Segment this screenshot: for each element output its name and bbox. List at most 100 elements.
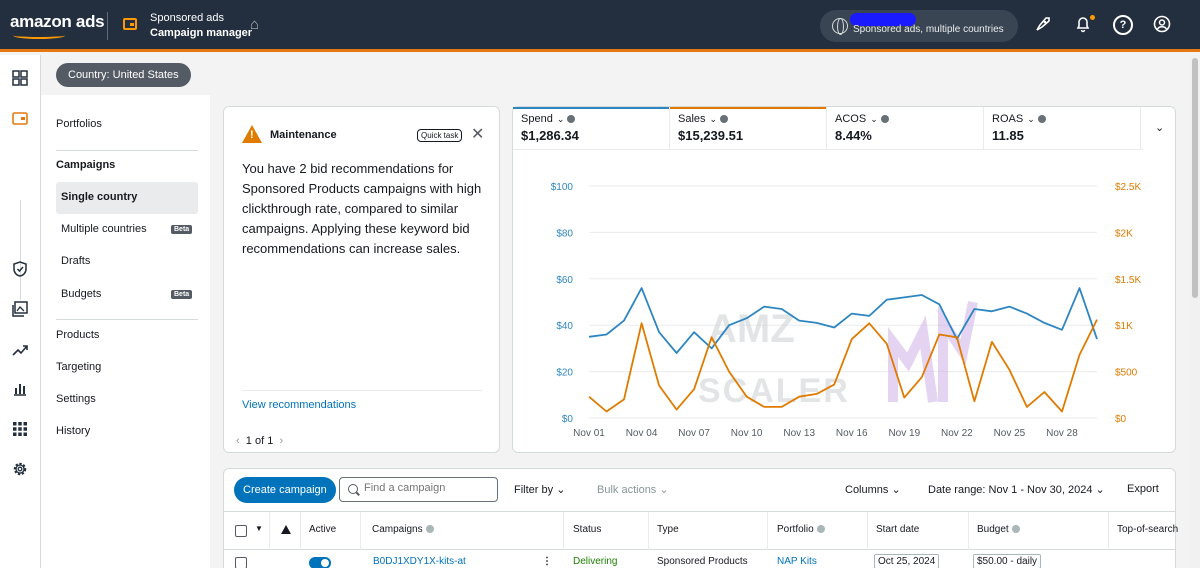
column-header-type[interactable]: Type — [657, 524, 679, 535]
sidebar-item-multiple-countries[interactable]: Multiple countries — [61, 223, 147, 235]
select-menu-chevron-icon[interactable]: ▼ — [255, 524, 263, 533]
rocket-icon[interactable] — [1033, 15, 1053, 35]
series-line-sales — [588, 319, 1098, 413]
create-campaign-button[interactable]: Create campaign — [234, 477, 336, 503]
chevron-down-icon: ⌄ — [891, 484, 901, 496]
row-menu-icon[interactable]: ⋮ — [542, 556, 552, 567]
apps-grid-icon[interactable] — [8, 421, 32, 441]
view-recommendations-link[interactable]: View recommendations — [242, 399, 357, 411]
sidebar-item-single-country[interactable]: Single country — [61, 191, 138, 203]
reports-icon[interactable] — [8, 381, 32, 401]
metric-roas-label-row: ROAS ⌄ — [992, 113, 1046, 125]
info-icon — [880, 115, 889, 124]
date-range-dropdown[interactable]: Date range: Nov 1 - Nov 30, 2024 ⌄ — [928, 483, 1105, 496]
sidebar-item-settings[interactable]: Settings — [56, 393, 96, 405]
x-tick-label: Nov 01 — [573, 428, 605, 439]
metric-acos[interactable]: ACOS ⌄ 8.44% — [827, 107, 984, 149]
chevron-down-icon[interactable]: ⌄ — [556, 114, 565, 124]
select-all-checkbox[interactable] — [235, 525, 247, 537]
y-left-tick-label: $40 — [556, 321, 573, 332]
column-divider — [1108, 512, 1109, 550]
x-tick-label: Nov 19 — [888, 428, 920, 439]
column-header-budget-label: Budget — [977, 524, 1009, 535]
metric-roas-label: ROAS — [992, 113, 1024, 125]
expand-chevron-icon[interactable]: ⌄ — [1155, 122, 1165, 134]
filter-by-dropdown[interactable]: Filter by ⌄ — [514, 483, 565, 496]
info-icon — [425, 525, 434, 534]
sidebar-item-history[interactable]: History — [56, 425, 91, 437]
metric-spend-label-row: Spend ⌄ — [521, 113, 576, 125]
chevron-down-icon[interactable]: ⌄ — [709, 114, 718, 124]
page-scrollbar-track[interactable] — [1190, 55, 1200, 568]
performance-line-chart: $0 $0 $20 $500 $40 $1K $60 $1.5K $80 $2K $100 $2.5K… — [551, 182, 1142, 439]
shield-icon[interactable] — [8, 261, 32, 281]
globe-icon — [832, 18, 848, 35]
campaign-name-link[interactable]: B0DJ1XDY1X-kits-at — [373, 556, 466, 567]
wallet-icon — [123, 18, 137, 30]
chevron-down-icon[interactable]: ⌄ — [870, 114, 878, 124]
metric-sales[interactable]: Sales ⌄ $15,239.51 — [670, 107, 827, 149]
budget-field[interactable]: $50.00 - daily — [973, 554, 1042, 568]
columns-dropdown[interactable]: Columns ⌄ — [845, 483, 901, 496]
amazon-ads-logo[interactable]: amazon ads — [10, 12, 105, 31]
x-tick-label: Nov 13 — [783, 428, 815, 439]
next-page-icon[interactable]: › — [279, 435, 284, 447]
campaign-search-input[interactable] — [364, 482, 492, 494]
dashboard-icon[interactable] — [8, 70, 32, 90]
column-header-start-date[interactable]: Start date — [876, 524, 920, 535]
y-left-tick-label: $0 — [562, 414, 574, 425]
start-date-field[interactable]: Oct 25, 2024 — [874, 554, 940, 568]
y-right-tick-label: $500 — [1115, 368, 1138, 379]
media-library-icon[interactable] — [8, 301, 32, 321]
home-icon[interactable]: ⌂ — [250, 16, 260, 33]
sidebar-item-budgets[interactable]: Budgets — [61, 288, 102, 300]
column-divider — [767, 512, 768, 550]
metric-acos-value: 8.44% — [835, 128, 872, 143]
country-filter[interactable]: Country: United States — [56, 63, 191, 87]
active-toggle[interactable] — [309, 557, 331, 568]
page-scrollbar-thumb[interactable] — [1192, 58, 1198, 298]
bulk-actions-dropdown[interactable]: Bulk actions ⌄ — [597, 483, 669, 496]
account-switcher[interactable]: Sponsored ads, multiple countries — [820, 10, 1018, 42]
gear-icon[interactable] — [8, 461, 32, 481]
account-icon[interactable] — [1152, 15, 1172, 35]
column-header-budget[interactable]: Budget — [977, 524, 1020, 535]
export-button[interactable]: Export — [1127, 483, 1159, 495]
metric-spend-underline — [513, 107, 669, 109]
campaign-manager-icon[interactable] — [8, 110, 32, 130]
info-icon — [816, 525, 825, 534]
metric-spend[interactable]: Spend ⌄ $1,286.34 — [513, 107, 670, 149]
bell-icon[interactable] — [1073, 15, 1095, 35]
column-header-portfolio[interactable]: Portfolio — [777, 524, 825, 535]
type-value: Sponsored Products — [657, 556, 748, 567]
notification-dot — [1090, 15, 1095, 20]
sidebar-item-campaigns[interactable]: Campaigns — [56, 159, 116, 171]
sidebar-item-products[interactable]: Products — [56, 329, 100, 341]
y-right-tick-label: $0 — [1115, 414, 1127, 425]
column-header-top-of-search[interactable]: Top-of-search — [1117, 524, 1179, 535]
filter-by-label: Filter by — [514, 484, 554, 496]
campaign-search[interactable] — [339, 477, 498, 502]
trend-icon[interactable] — [8, 342, 32, 362]
prev-page-icon[interactable]: ‹ — [236, 435, 240, 447]
metric-sales-label: Sales — [678, 113, 706, 125]
portfolio-link[interactable]: NAP Kits — [777, 556, 817, 567]
row-checkbox[interactable] — [235, 557, 247, 568]
help-icon[interactable]: ? — [1113, 15, 1133, 35]
sidebar-item-drafts[interactable]: Drafts — [61, 255, 91, 267]
chevron-down-icon[interactable]: ⌄ — [1027, 114, 1035, 124]
y-right-tick-label: $1K — [1115, 321, 1133, 332]
y-right-tick-label: $2K — [1115, 228, 1133, 239]
column-divider — [300, 512, 301, 550]
column-header-campaigns[interactable]: Campaigns — [372, 524, 434, 535]
metric-roas[interactable]: ROAS ⌄ 11.85 — [984, 107, 1141, 149]
column-header-status[interactable]: Status — [573, 524, 602, 535]
sidebar-item-portfolios[interactable]: Portfolios — [56, 118, 102, 130]
column-header-active[interactable]: Active — [309, 524, 337, 535]
metric-spend-value: $1,286.34 — [521, 128, 579, 143]
x-tick-label: Nov 28 — [1046, 428, 1078, 439]
sidebar-item-targeting[interactable]: Targeting — [56, 361, 102, 373]
campaign-table-header: ▼ Active Campaigns Status Type Portfolio… — [223, 512, 1179, 550]
close-icon[interactable]: ✕ — [471, 126, 485, 143]
metric-spend-label: Spend — [521, 113, 553, 125]
